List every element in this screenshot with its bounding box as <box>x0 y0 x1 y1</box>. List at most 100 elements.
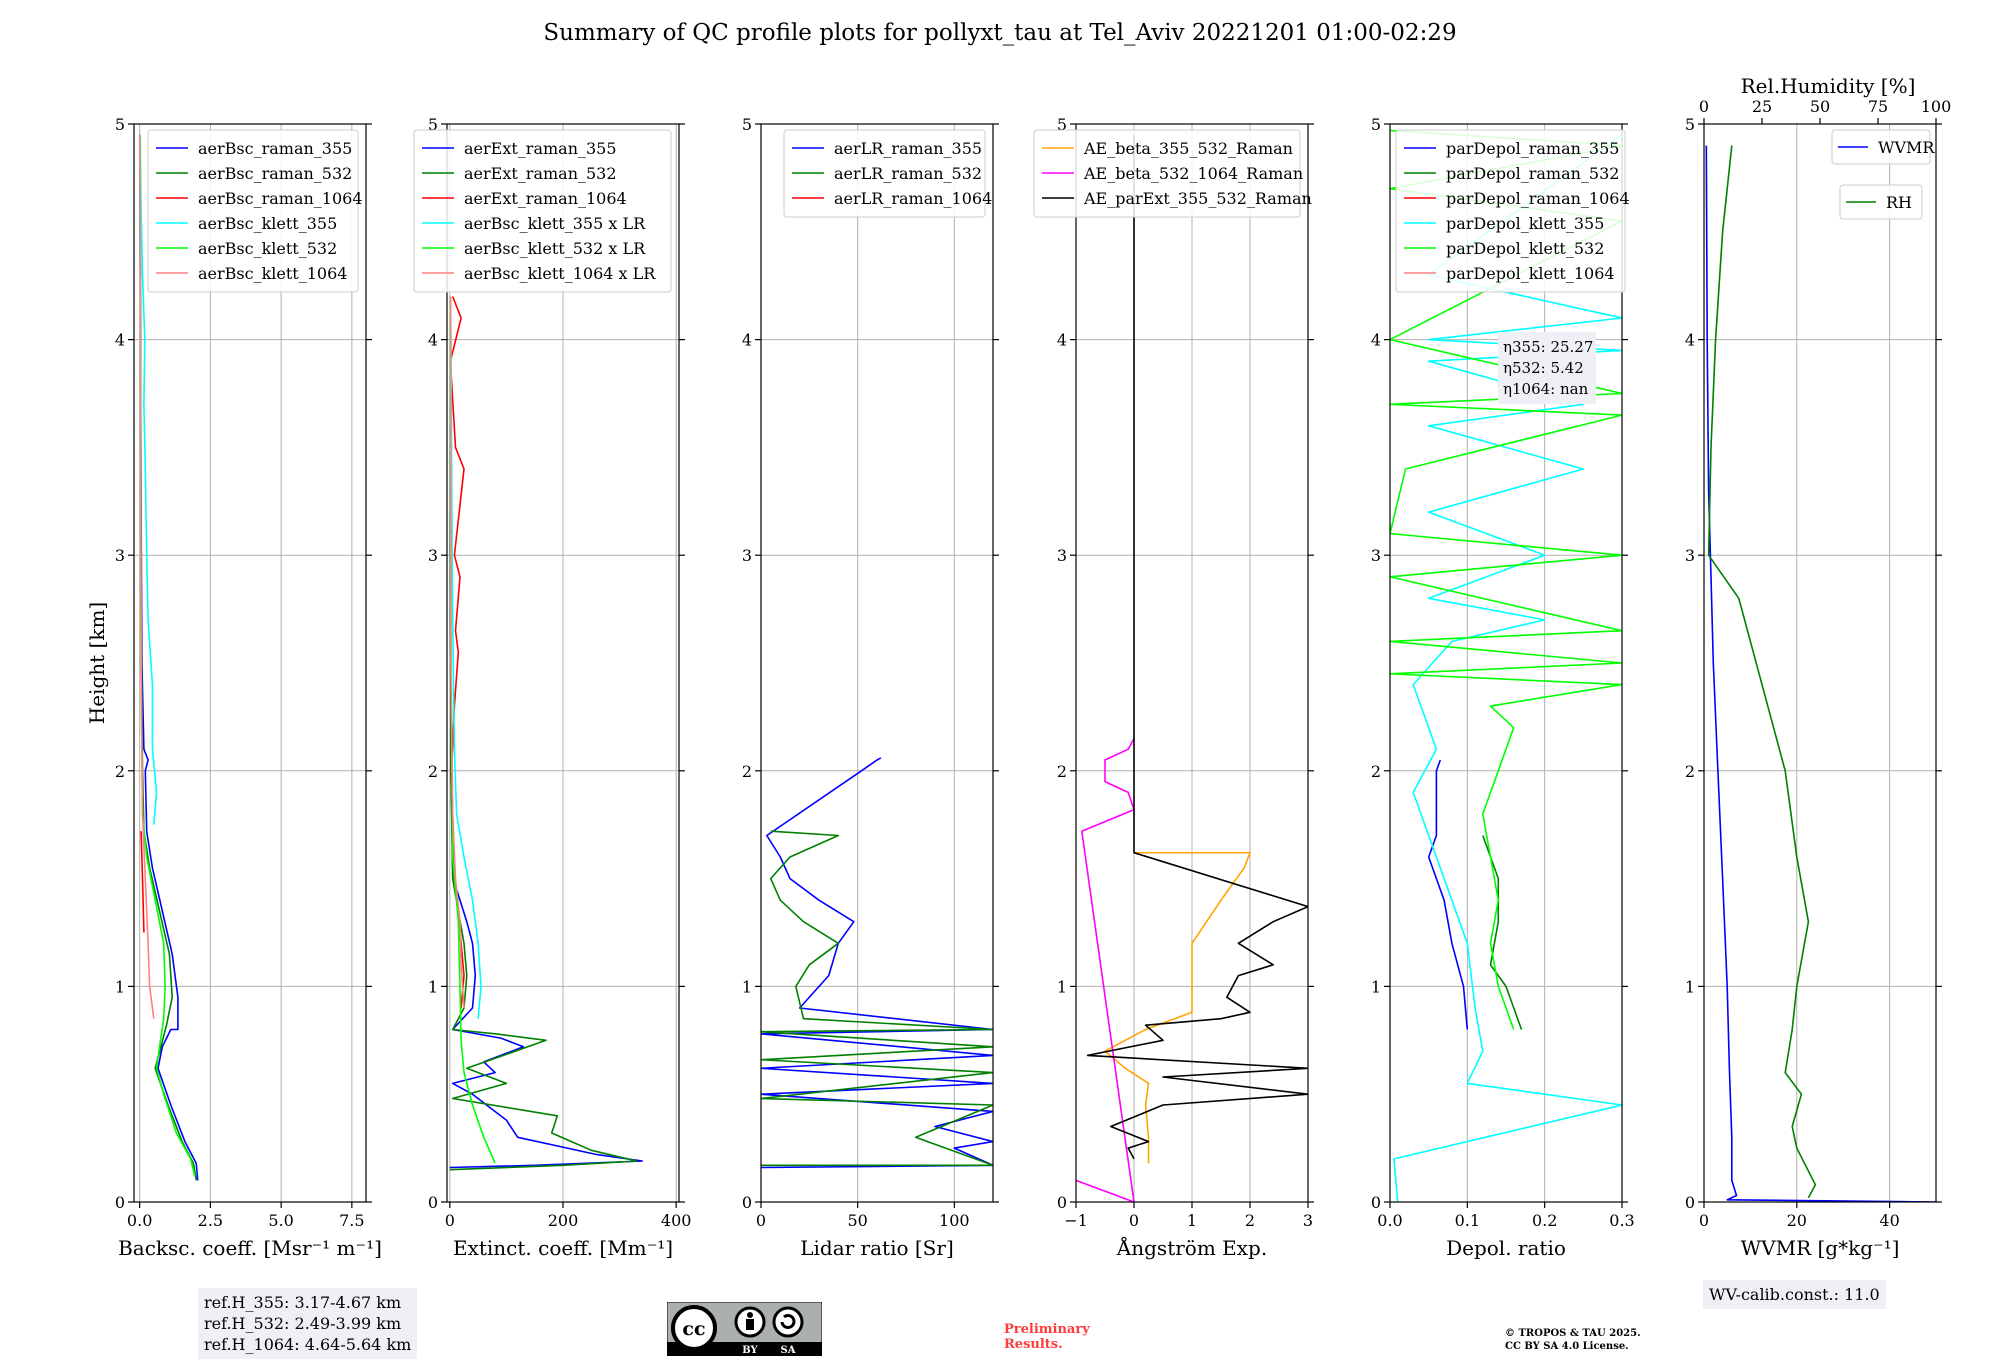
series-group <box>449 296 644 1171</box>
y-tick-label: 2 <box>742 762 752 781</box>
ref-height-1064: ref.H_1064: 4.64-5.64 km <box>204 1335 412 1354</box>
series-group <box>1390 129 1622 1202</box>
legend: aerBsc_raman_355 aerBsc_raman_532 aerBsc_r… <box>147 129 363 293</box>
legend: AE_beta_355_532_Raman AE_beta_532_1064_Ra… <box>1033 129 1312 218</box>
ref-heights-box: ref.H_355: 3.17-4.67 km ref.H_532: 2.49-… <box>198 1288 418 1359</box>
y-tick-label: 1 <box>1057 977 1067 996</box>
y-tick-label: 5 <box>115 115 125 134</box>
y-tick-label: 0 <box>115 1193 125 1212</box>
series-line-aerExt_raman_355 <box>449 296 644 1169</box>
eta-line: η355: 25.27 <box>1503 338 1593 356</box>
y-tick-label: 0 <box>428 1193 438 1212</box>
x-tick-label: 2 <box>1245 1211 1255 1230</box>
series-line-WVMR <box>1705 145 1936 1202</box>
legend-label-AE_beta_355_532_Raman: AE_beta_355_532_Raman <box>1083 139 1293 158</box>
y-tick-label: 5 <box>742 115 752 134</box>
top-x-tick-label: 0 <box>1699 97 1709 116</box>
cc-sa-text: SA <box>781 1345 796 1356</box>
legend-label-aerLR_raman_532: aerLR_raman_532 <box>834 164 982 183</box>
legend-label-parDepol_raman_1064: parDepol_raman_1064 <box>1446 189 1630 208</box>
x-tick-label: 100 <box>939 1211 970 1230</box>
legend-label-parDepol_klett_1064: parDepol_klett_1064 <box>1446 264 1615 283</box>
legend-label-AE_beta_532_1064_Raman: AE_beta_532_1064_Raman <box>1083 164 1303 183</box>
series-line-aerExt_raman_532 <box>449 296 638 1171</box>
series-line-aerLR_raman_355 <box>761 757 993 1169</box>
x-tick-label: 7.5 <box>339 1211 364 1230</box>
preliminary-note: Preliminary Results. <box>1004 1322 1090 1352</box>
x-tick-label: 0 <box>1699 1211 1709 1230</box>
y-tick-label: 3 <box>742 546 752 565</box>
series-line-parDepol_klett_355 <box>1393 134 1622 1202</box>
series-line-AE_beta_355_532_Raman <box>1104 851 1251 1164</box>
legend: aerExt_raman_355 aerExt_raman_532 aerExt_r… <box>413 129 672 293</box>
x-tick-label: 0 <box>756 1211 766 1230</box>
y-tick-label: 1 <box>1685 977 1695 996</box>
preliminary-line-1: Preliminary <box>1004 1322 1090 1337</box>
legend-label-parDepol_raman_355: parDepol_raman_355 <box>1446 139 1619 158</box>
legend-label-aerExt_raman_355: aerExt_raman_355 <box>464 139 617 158</box>
legend-label-aerBsc_raman_532: aerBsc_raman_532 <box>198 164 352 183</box>
y-tick-label: 4 <box>1371 331 1381 350</box>
legend-label-parDepol_raman_532: parDepol_raman_532 <box>1446 164 1619 183</box>
wv-calib-box: WV-calib.const.: 11.0 <box>1703 1280 1886 1309</box>
x-axis-label: WVMR [g*kg⁻¹] <box>1741 1236 1900 1260</box>
legend-label-aerBsc_raman_355: aerBsc_raman_355 <box>198 139 352 158</box>
x-tick-label: 2.5 <box>198 1211 223 1230</box>
x-axis-label: Backsc. coeff. [Msr⁻¹ m⁻¹] <box>118 1236 382 1260</box>
series-group <box>1076 134 1308 1202</box>
eta-line: η1064: nan <box>1503 380 1589 398</box>
series-line-AE_parExt_355_532_Raman <box>1086 134 1308 1160</box>
series-line-parDepol_raman_355 <box>1427 759 1469 1030</box>
y-tick-label: 4 <box>1685 331 1695 350</box>
series-line-aerBsc_raman_532 <box>139 145 197 1181</box>
y-tick-label: 0 <box>1685 1193 1695 1212</box>
copyright-line-1: © TROPOS & TAU 2025. <box>1505 1328 1641 1339</box>
top-x-tick-label: 25 <box>1752 97 1772 116</box>
x-tick-label: 20 <box>1787 1211 1807 1230</box>
series-line-aerLR_raman_532 <box>761 830 993 1167</box>
y-tick-label: 5 <box>428 115 438 134</box>
copyright-note: © TROPOS & TAU 2025. CC BY SA 4.0 Licens… <box>1505 1327 1641 1353</box>
series-group <box>138 134 199 1181</box>
legend-label-parDepol_klett_355: parDepol_klett_355 <box>1446 214 1604 233</box>
cc-by-text: BY <box>742 1345 758 1356</box>
legend-label-aerBsc_raman_1064: aerBsc_raman_1064 <box>198 189 363 208</box>
x-tick-label: −1 <box>1064 1211 1088 1230</box>
x-tick-label: 0.0 <box>1377 1211 1402 1230</box>
eta-annotation: η355: 25.27 η532: 5.42 η1064: nan <box>1498 332 1596 404</box>
series-line-aerBsc_raman_355 <box>139 145 199 1181</box>
x-tick-label: 3 <box>1303 1211 1313 1230</box>
x-tick-label: 400 <box>661 1211 692 1230</box>
y-tick-label: 2 <box>428 762 438 781</box>
x-axis-label: Lidar ratio [Sr] <box>800 1236 954 1260</box>
y-tick-label: 4 <box>1057 331 1067 350</box>
legend-label: WVMR <box>1878 138 1935 157</box>
legend-label-aerExt_raman_1064: aerExt_raman_1064 <box>464 189 627 208</box>
figure-title: Summary of QC profile plots for pollyxt_… <box>543 20 1457 46</box>
x-tick-label: 5.0 <box>268 1211 293 1230</box>
legend-label-aerLR_raman_1064: aerLR_raman_1064 <box>834 189 992 208</box>
x-tick-label: 200 <box>548 1211 579 1230</box>
y-tick-label: 2 <box>115 762 125 781</box>
axes-frame <box>1703 123 1937 1203</box>
x-tick-label: 0.0 <box>127 1211 152 1230</box>
legend-label-aerExt_raman_532: aerExt_raman_532 <box>464 164 617 183</box>
wv-calib-text: WV-calib.const.: 11.0 <box>1709 1285 1880 1304</box>
y-tick-label: 1 <box>1371 977 1381 996</box>
series-line-aerBsc_raman_1064 <box>140 831 145 933</box>
legend-RH: RH <box>1839 184 1923 220</box>
preliminary-line-2: Results. <box>1004 1337 1063 1352</box>
x-tick-label: 0.2 <box>1532 1211 1557 1230</box>
y-tick-label: 2 <box>1057 762 1067 781</box>
x-axis-label: Ångström Exp. <box>1116 1235 1267 1260</box>
y-tick-label: 5 <box>1685 115 1695 134</box>
legend-label-parDepol_klett_532: parDepol_klett_532 <box>1446 239 1604 258</box>
y-tick-label: 0 <box>1371 1193 1381 1212</box>
legend-WVMR: WVMR <box>1831 129 1935 165</box>
y-axis-label: Height [km] <box>85 602 109 724</box>
y-tick-label: 1 <box>115 977 125 996</box>
